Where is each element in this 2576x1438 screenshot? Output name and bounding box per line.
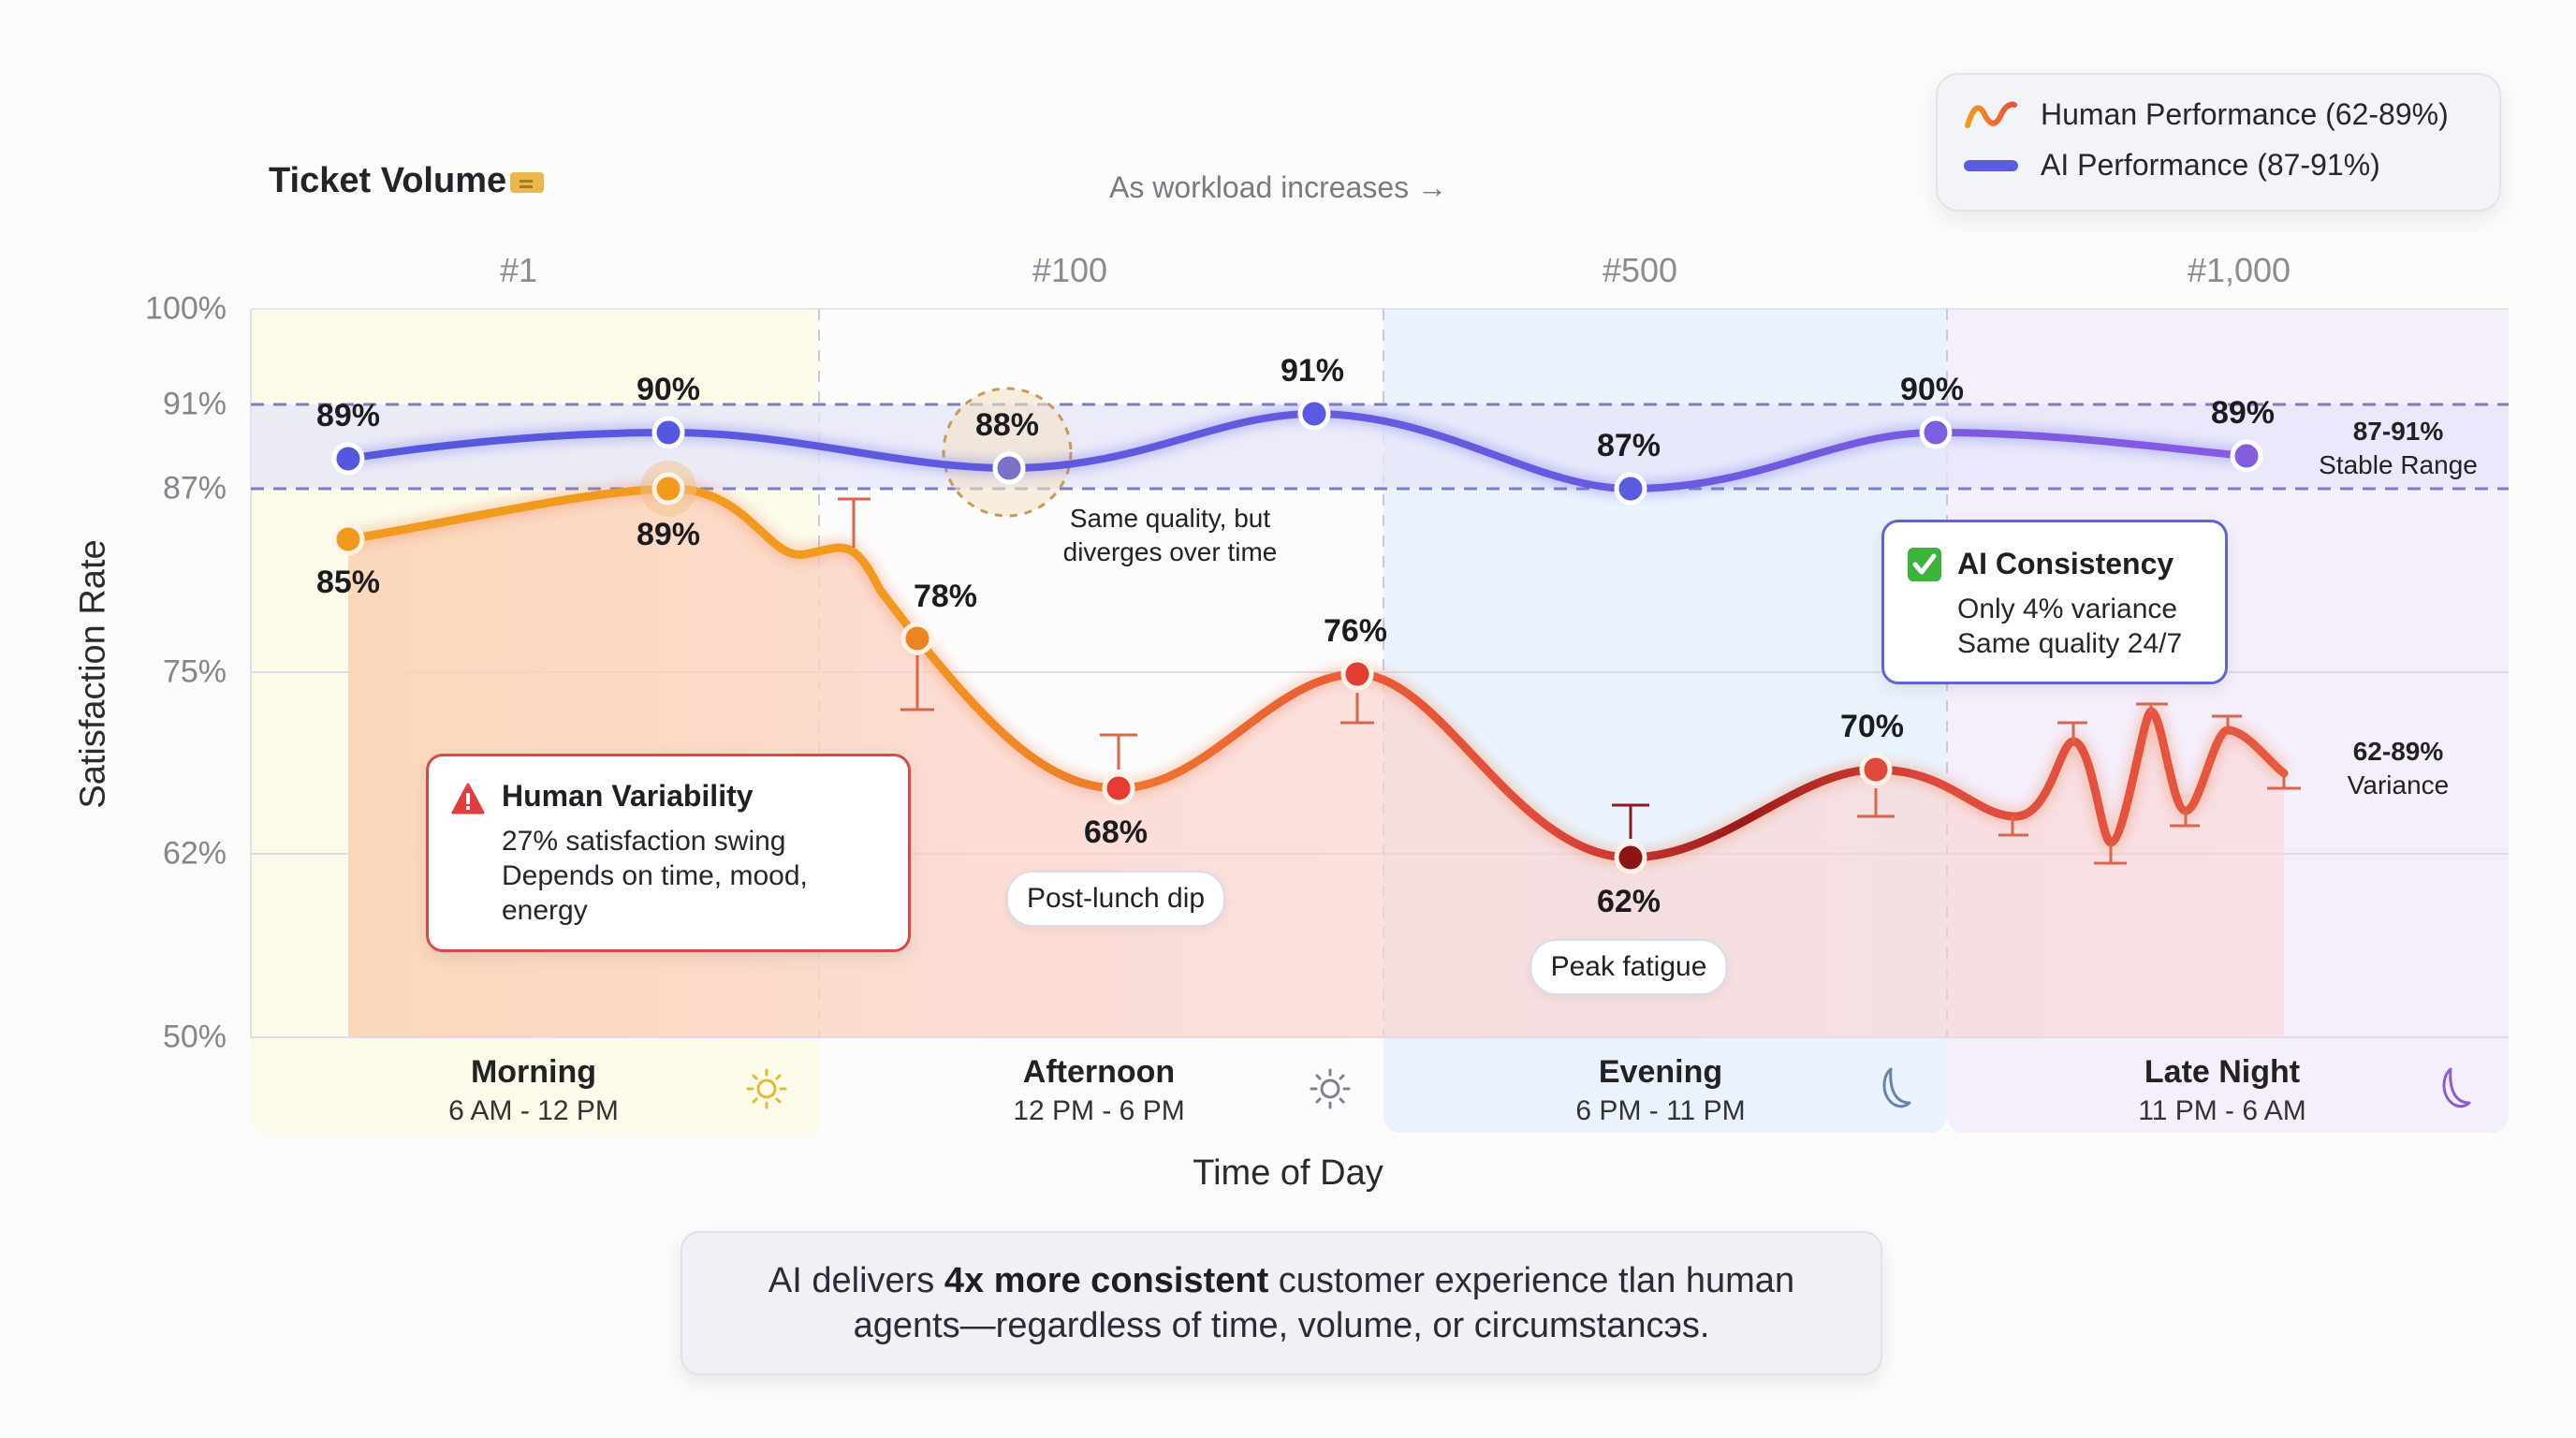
- volume-tick-1000: #1,000: [2187, 251, 2291, 289]
- sun-icon: [746, 1068, 787, 1109]
- summary-post: customer experience tlan human agents—re…: [853, 1261, 1795, 1345]
- summary-pre: AI delivers: [768, 1261, 944, 1300]
- human-point-label: 70%: [1839, 709, 1905, 744]
- workload-subtitle: As workload increases →: [1109, 170, 1448, 204]
- y-tick-62: 62%: [162, 835, 227, 872]
- human-point-label: 62%: [1596, 884, 1661, 919]
- zone-evening-time: 6 PM - 11 PM: [1575, 1095, 1746, 1126]
- y-tick-100: 100%: [145, 290, 227, 327]
- zone-late-night-name: Late Night: [2144, 1054, 2301, 1090]
- human-callout-line: 27% satisfaction swing: [502, 826, 786, 857]
- ai-callout-body: Only 4% variance Same quality 24/7: [1957, 592, 2182, 661]
- volume-tick-500: #500: [1602, 251, 1678, 289]
- y-tick-75: 75%: [162, 653, 227, 690]
- zone-afternoon-name: Afternoon: [1022, 1054, 1176, 1090]
- ai-point-label: 90%: [1899, 372, 1965, 407]
- zone-late-night-time: 11 PM - 6 AM: [2138, 1095, 2306, 1126]
- zone-evening-name: Evening: [1598, 1054, 1723, 1090]
- ai-point-label: 87%: [1596, 428, 1661, 463]
- human-callout-line: Depends on time, mood,: [502, 860, 808, 891]
- moon-icon: [2442, 1067, 2471, 1108]
- ai-point-label: 88%: [974, 407, 1040, 443]
- y-tick-91: 91%: [162, 386, 227, 422]
- chart-title: Ticket Volume: [269, 161, 545, 201]
- y-tick-87: 87%: [162, 470, 227, 506]
- summary-banner: AI delivers 4x more consistent customer …: [681, 1231, 1882, 1375]
- x-axis-label: Time of Day: [1193, 1153, 1383, 1193]
- chart-title-text: Ticket Volume: [269, 161, 507, 200]
- ai-point-label: 89%: [315, 398, 381, 433]
- check-icon: [1908, 548, 1941, 581]
- legend-item-human[interactable]: Human Performance (62-89%): [1964, 97, 2449, 132]
- peak-fatigue-tag: Peak fatigue: [1530, 939, 1728, 995]
- moon-icon: [1882, 1067, 1911, 1108]
- post-lunch-dip-tag: Post-lunch dip: [1005, 871, 1226, 927]
- human-point-label: 78%: [913, 579, 978, 614]
- ai-callout-line: Same quality 24/7: [1957, 628, 2183, 659]
- human-callout-body: 27% satisfaction swing Depends on time, …: [502, 824, 808, 928]
- human-point-label: 68%: [1083, 814, 1149, 850]
- y-axis-label: Satisfaction Rate: [73, 539, 113, 809]
- legend: Human Performance (62-89%) AI Performanc…: [1936, 73, 2501, 212]
- warning-icon: [451, 783, 485, 814]
- ai-consistency-callout: AI Consistency Only 4% variance Same qua…: [1881, 520, 2228, 684]
- human-point-label: 89%: [636, 517, 701, 552]
- ai-point-label: 90%: [636, 372, 701, 407]
- legend-label-human: Human Performance (62-89%): [2041, 97, 2449, 131]
- ai-point-label: 89%: [2210, 395, 2276, 431]
- summary-text: AI delivers 4x more consistent customer …: [682, 1258, 1881, 1348]
- sun-icon: [1310, 1068, 1351, 1109]
- human-callout-line: energy: [502, 895, 588, 926]
- ai-stable-range-note: 87-91% Stable Range: [2319, 415, 2478, 482]
- human-range-label: Variance: [2347, 770, 2450, 800]
- y-tick-50: 50%: [162, 1019, 227, 1055]
- zone-morning-name: Morning: [470, 1054, 597, 1090]
- ai-range-label: Stable Range: [2319, 450, 2478, 479]
- human-variance-note: 62-89% Variance: [2348, 735, 2449, 802]
- human-callout-title: Human Variability: [502, 779, 754, 813]
- volume-tick-1: #1: [499, 251, 538, 289]
- wave-icon: [1965, 101, 2017, 128]
- zone-morning-time: 6 AM - 12 PM: [448, 1095, 619, 1126]
- legend-item-ai[interactable]: AI Performance (87-91%): [1964, 148, 2380, 183]
- summary-highlight: 4x more consistent: [944, 1261, 1269, 1300]
- line-swatch-icon: [1964, 159, 2018, 171]
- zone-afternoon-time: 12 PM - 6 PM: [1013, 1095, 1185, 1126]
- human-range-value: 62-89%: [2352, 737, 2444, 766]
- same-quality-annotation: Same quality, but diverges over time: [1062, 504, 1278, 566]
- human-variability-callout: Human Variability 27% satisfaction swing…: [426, 754, 911, 952]
- ticket-icon: [510, 171, 545, 193]
- legend-label-ai: AI Performance (87-91%): [2041, 148, 2380, 182]
- ai-callout-title: AI Consistency: [1957, 547, 2174, 580]
- human-point-label: 76%: [1323, 613, 1388, 649]
- volume-tick-100: #100: [1032, 251, 1108, 289]
- human-point-label: 85%: [315, 565, 381, 600]
- ai-callout-line: Only 4% variance: [1957, 594, 2178, 624]
- ai-point-label: 91%: [1280, 353, 1345, 389]
- ai-range-value: 87-91%: [2352, 417, 2444, 446]
